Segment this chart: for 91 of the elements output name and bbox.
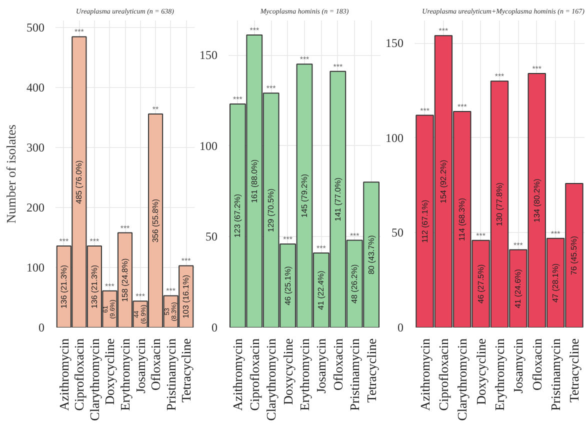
annotation: *** bbox=[457, 102, 467, 112]
x-tick-label: Erythromycin bbox=[297, 338, 312, 411]
data-label: 158 (24.8%) bbox=[120, 258, 130, 302]
y-tick-label: 50 bbox=[206, 230, 218, 244]
x-tick-label: Doxycycline bbox=[102, 338, 118, 405]
annotation: *** bbox=[550, 229, 560, 238]
x-tick-label: Ciprofloxacin bbox=[436, 338, 451, 411]
x-tick-label: Azithromycin bbox=[417, 338, 432, 411]
annotation: *** bbox=[476, 231, 486, 240]
annotation: *** bbox=[283, 234, 292, 244]
annotation: *** bbox=[316, 244, 326, 254]
annotation: ** bbox=[152, 105, 159, 114]
data-label: 41 (22.4%) bbox=[316, 270, 326, 310]
y-tick-label: 50 bbox=[392, 226, 404, 240]
x-tick-label: Ofloxacin bbox=[529, 338, 544, 390]
x-tick-label: Ciprofloxacin bbox=[72, 338, 87, 411]
data-label: 129 (70.5%) bbox=[266, 188, 276, 232]
annotation: *** bbox=[120, 224, 130, 233]
data-label: 103 (16.1%) bbox=[182, 274, 191, 318]
y-tick-label: 0 bbox=[38, 320, 44, 334]
x-tick-label: Azithromycin bbox=[230, 338, 246, 411]
x-tick-label: Pristinamycin bbox=[548, 338, 564, 411]
data-label: 130 (77.8%) bbox=[495, 182, 504, 226]
x-tick-label: Josamycin bbox=[510, 338, 526, 394]
annotation: *** bbox=[266, 84, 276, 94]
data-label: 356 (55.8%) bbox=[151, 198, 160, 243]
x-tick-label: Tetracycline bbox=[566, 338, 582, 403]
data-label: 47 (28.1%) bbox=[551, 263, 560, 303]
data-label: 161 (88.0%) bbox=[250, 159, 259, 204]
y-tick-label: 200 bbox=[26, 200, 44, 215]
annotation: *** bbox=[350, 231, 360, 240]
data-label: 134 (80.2%) bbox=[532, 178, 542, 222]
y-axis-title: Number of isolates bbox=[4, 124, 18, 224]
annotation: *** bbox=[59, 236, 69, 246]
annotation: *** bbox=[250, 26, 260, 36]
annotation: *** bbox=[420, 106, 430, 116]
x-tick-label: Clarythromycin bbox=[454, 338, 470, 421]
data-label: 114 (68.3%) bbox=[458, 198, 467, 241]
annotation: *** bbox=[333, 62, 343, 72]
x-tick-label: Pristinamycin bbox=[163, 338, 178, 411]
x-tick-label: Ofloxacin bbox=[330, 338, 346, 390]
y-tick-label: 100 bbox=[200, 138, 218, 153]
y-tick-label: 300 bbox=[26, 140, 44, 155]
annotation: *** bbox=[74, 28, 84, 37]
x-tick-label: Tetracycline bbox=[364, 338, 379, 403]
y-tick-label: 500 bbox=[26, 20, 44, 35]
data-label: 41 (24.6%) bbox=[514, 268, 523, 308]
x-tick-label: Doxycycline bbox=[280, 338, 296, 405]
data-label: 76 (45.5%) bbox=[570, 236, 579, 276]
y-tick-label: 150 bbox=[386, 36, 404, 50]
y-tick-label: 100 bbox=[26, 260, 44, 275]
x-tick-label: Erythromycin bbox=[118, 338, 132, 411]
x-tick-label: Clarythromycin bbox=[264, 338, 279, 421]
annotation: *** bbox=[514, 240, 523, 250]
data-label: 46 (27.5%) bbox=[476, 264, 486, 304]
data-label: 485 (76.0%) bbox=[74, 160, 84, 204]
x-tick-label: Josamycin bbox=[314, 338, 329, 394]
annotation: *** bbox=[166, 286, 176, 296]
y-tick-label: 400 bbox=[26, 80, 44, 95]
y-tick-label: 0 bbox=[398, 320, 404, 334]
y-tick-label: 150 bbox=[200, 48, 218, 62]
y-tick-label: 0 bbox=[212, 320, 218, 334]
data-label: 154 (92.2%) bbox=[438, 159, 448, 204]
data-label: 112 (67.1%) bbox=[420, 200, 430, 243]
data-label: 136 (21.3%) bbox=[59, 264, 68, 309]
y-tick-label: 100 bbox=[386, 130, 404, 145]
data-label: 141 (77.0%) bbox=[333, 177, 342, 222]
data-label: 48 (26.2%) bbox=[350, 264, 360, 304]
x-tick-label: Josamycin bbox=[132, 338, 148, 394]
data-label: 145 (79.2%) bbox=[300, 174, 309, 218]
x-tick-label: Erythromycin bbox=[492, 338, 507, 411]
data-label: 123 (67.2%) bbox=[233, 194, 242, 238]
annotation: *** bbox=[233, 95, 242, 104]
annotation: *** bbox=[136, 292, 145, 302]
x-tick-label: Tetracycline bbox=[178, 338, 194, 403]
data-label: 80 (43.7%) bbox=[366, 234, 376, 274]
x-tick-label: Pristinamycin bbox=[347, 338, 362, 411]
annotation: *** bbox=[300, 55, 310, 64]
data-label: 46 (25.1%) bbox=[283, 266, 292, 306]
annotation: *** bbox=[181, 256, 191, 266]
x-tick-label: Clarythromycin bbox=[86, 338, 102, 421]
x-tick-label: Ofloxacin bbox=[148, 338, 164, 390]
data-label: 136 (21.3%) bbox=[90, 264, 99, 309]
x-tick-label: Ciprofloxacin bbox=[246, 338, 262, 411]
annotation: *** bbox=[494, 72, 504, 82]
x-tick-label: Azithromycin bbox=[56, 338, 72, 411]
annotation: *** bbox=[438, 26, 448, 36]
annotation: *** bbox=[532, 64, 542, 74]
annotation: *** bbox=[90, 236, 100, 246]
annotation: *** bbox=[105, 282, 114, 291]
x-tick-label: Doxycycline bbox=[473, 338, 488, 405]
